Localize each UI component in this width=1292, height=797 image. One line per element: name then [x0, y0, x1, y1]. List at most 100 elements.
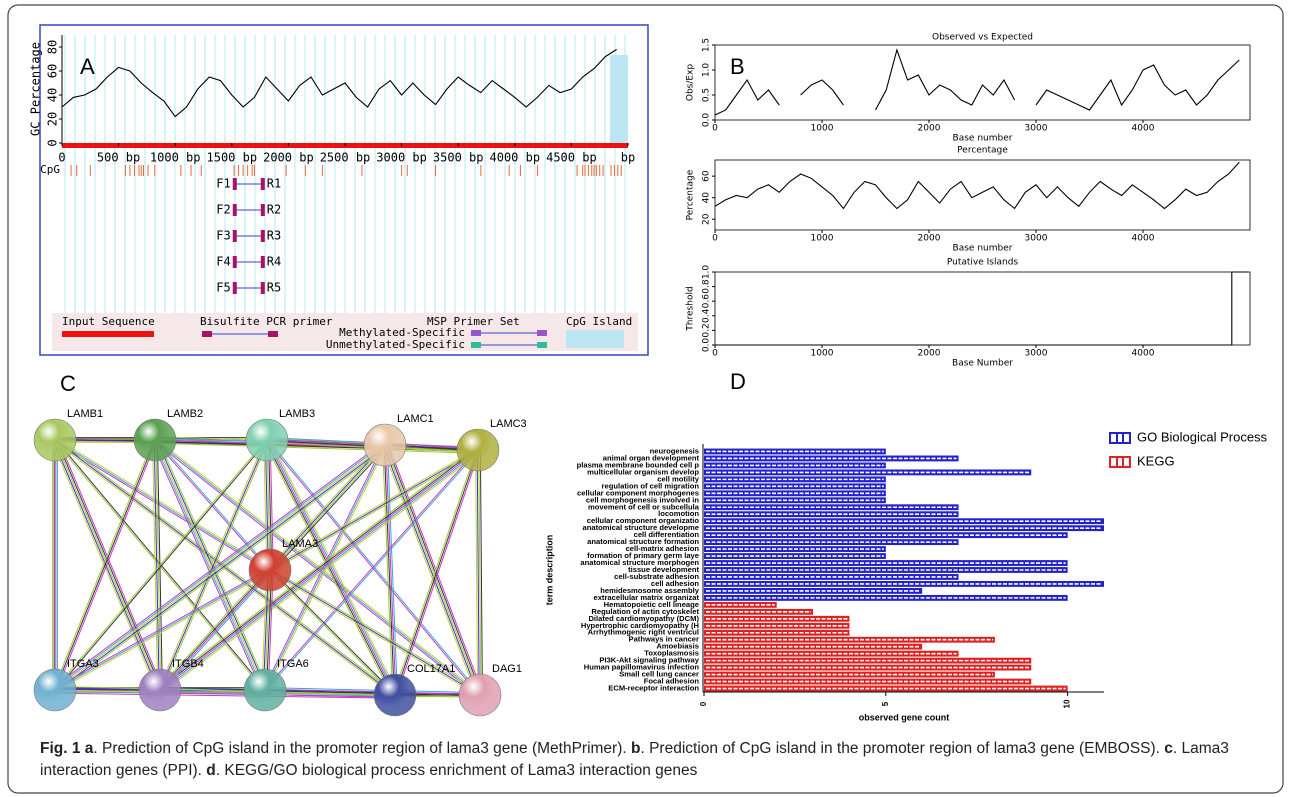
- caption-label: c: [1164, 740, 1173, 757]
- legend-swatch: [62, 331, 154, 337]
- x-tick-label: 10: [1063, 699, 1072, 708]
- primer: [261, 230, 265, 242]
- cpg-island: [610, 55, 628, 143]
- node-label: LAMB1: [67, 408, 103, 420]
- x-tick-label: 0: [699, 701, 708, 706]
- x-tick-label: 3500 bp: [433, 151, 484, 165]
- x-tick-label: 2500 bp: [320, 151, 371, 165]
- x-tick-label: 0: [712, 124, 718, 134]
- x-tick-label: 1500 bp: [207, 151, 258, 165]
- node: [34, 419, 76, 461]
- primer: [261, 178, 265, 190]
- y-axis-label: Threshold: [686, 286, 696, 331]
- chart-title: Putative Islands: [947, 258, 1019, 268]
- node-label: LAMC3: [490, 418, 527, 430]
- node: [249, 549, 291, 591]
- edge: [158, 568, 268, 688]
- x-tick-label: 4000: [1132, 234, 1155, 244]
- x-tick-label: 4000 bp: [490, 151, 541, 165]
- node: [364, 424, 406, 466]
- x-axis-label: Base number: [953, 134, 1013, 144]
- y-tick-label: 0.5: [702, 88, 712, 102]
- data-line: [715, 272, 1248, 345]
- chart: Observed vs Expected Base number Obs/Exp 0 1…: [686, 33, 1251, 144]
- x-tick-label: 1000: [811, 349, 834, 359]
- legend-label: KEGG: [1137, 453, 1175, 468]
- node: [134, 419, 176, 461]
- x-tick-label: 4500 bp: [546, 151, 597, 165]
- x-tick-label: 0: [712, 349, 718, 359]
- chart: neurogenesisanimal organ developmentplas…: [544, 429, 1267, 722]
- y-tick-label: 0: [46, 139, 60, 146]
- y-axis-label: GC Percentage: [29, 42, 43, 136]
- legend-text: Unmethylated-Specific: [326, 338, 465, 351]
- y-tick-label: ECM-receptor interaction: [608, 684, 699, 693]
- primer-label: R3: [267, 229, 281, 243]
- caption-text: . Prediction of CpG island in the promot…: [640, 740, 1164, 757]
- y-axis-label: term description: [544, 535, 554, 606]
- x-tick-label: 3000 bp: [376, 151, 427, 165]
- x-axis-label: Base Number: [952, 359, 1013, 369]
- node-label: ITGA3: [67, 658, 99, 670]
- caption-text: . KEGG/GO biological process enrichment …: [216, 762, 698, 779]
- panel-label: B: [730, 54, 745, 79]
- background-stripes: [62, 35, 628, 315]
- legend-swatch: [1110, 433, 1130, 443]
- node: [457, 429, 499, 471]
- x-tick-label: 1000: [811, 234, 834, 244]
- primer-label: F2: [216, 203, 230, 217]
- x-tick-label: 2000: [918, 349, 941, 359]
- x-tick-label: 4000: [1132, 124, 1155, 134]
- chart-title: Observed vs Expected: [932, 33, 1033, 43]
- plot-frame: [715, 160, 1250, 230]
- node-label: LAMA3: [282, 538, 318, 550]
- legend-swatch: [202, 331, 212, 337]
- node: [246, 419, 288, 461]
- x-tick-label: 3000: [1025, 349, 1048, 359]
- x-axis-label: Base number: [953, 244, 1013, 254]
- node-label: DAG1: [492, 663, 522, 675]
- legend-swatch: [537, 330, 547, 336]
- y-tick-label: 60: [702, 170, 712, 182]
- y-tick-label: 0.6: [702, 294, 712, 309]
- y-axis-label: Obs/Exp: [686, 64, 696, 102]
- legend-swatch: [1110, 457, 1130, 467]
- y-tick-label: 1.5: [702, 38, 712, 52]
- node-label: COL17A1: [407, 663, 455, 675]
- x-tick-label: 0: [58, 151, 65, 165]
- node: [244, 669, 286, 711]
- node-label: LAMC1: [397, 413, 434, 425]
- y-tick-label: 40: [46, 88, 60, 102]
- x-tick-label: 5: [881, 701, 890, 706]
- node-label: ITGA6: [277, 658, 309, 670]
- x-tick-label: 2000: [918, 124, 941, 134]
- caption-text: . Prediction of CpG island in the promot…: [93, 740, 631, 757]
- primer: [261, 204, 265, 216]
- y-tick-label: 40: [702, 192, 712, 204]
- panel-label: C: [60, 371, 76, 396]
- legend-text: CpG Island: [566, 315, 632, 328]
- y-tick-label: 0.0: [702, 338, 712, 353]
- panel-label: D: [730, 369, 746, 394]
- y-tick-label: 0.2: [702, 323, 712, 337]
- legend-swatch: [537, 342, 547, 348]
- x-tick-label: 3000: [1025, 124, 1048, 134]
- x-tick-label: 2000 bp: [263, 151, 314, 165]
- node-label: LAMB2: [167, 408, 203, 420]
- plot-frame: [715, 272, 1250, 345]
- legend-swatch: [268, 331, 278, 337]
- y-tick-label: 1.0: [702, 63, 712, 78]
- primer-label: F1: [216, 177, 230, 191]
- node: [459, 674, 501, 716]
- y-tick-label: 80: [46, 40, 60, 54]
- figure: A B C D Input Sequence Bisulfite PCR pri…: [0, 0, 1292, 797]
- cpg-label: CpG: [40, 163, 60, 176]
- primer-label: R5: [267, 281, 281, 295]
- x-tick-label: 1000 bp: [150, 151, 201, 165]
- edge: [397, 451, 480, 696]
- primer-label: F3: [216, 229, 230, 243]
- x-tick-label: 3000: [1025, 234, 1048, 244]
- legend-swatch: [471, 330, 481, 336]
- y-tick-label: 20: [702, 213, 712, 225]
- y-axis-label: Percentage: [686, 169, 696, 220]
